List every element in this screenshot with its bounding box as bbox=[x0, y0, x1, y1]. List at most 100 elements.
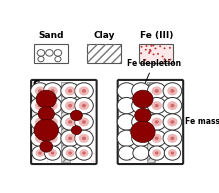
Circle shape bbox=[130, 137, 131, 138]
Circle shape bbox=[163, 61, 166, 62]
Circle shape bbox=[35, 134, 45, 143]
Circle shape bbox=[34, 119, 58, 141]
Circle shape bbox=[66, 149, 75, 157]
Circle shape bbox=[82, 120, 86, 124]
Circle shape bbox=[68, 89, 72, 93]
Circle shape bbox=[148, 122, 150, 123]
Circle shape bbox=[32, 146, 48, 160]
Circle shape bbox=[83, 88, 85, 89]
Circle shape bbox=[131, 104, 132, 105]
Circle shape bbox=[53, 155, 54, 157]
Circle shape bbox=[132, 83, 150, 99]
Circle shape bbox=[141, 46, 143, 48]
Circle shape bbox=[159, 45, 161, 47]
Circle shape bbox=[131, 110, 132, 111]
Circle shape bbox=[48, 134, 58, 143]
Circle shape bbox=[133, 90, 153, 108]
Circle shape bbox=[76, 146, 92, 160]
Circle shape bbox=[130, 145, 132, 146]
Circle shape bbox=[43, 130, 62, 146]
Circle shape bbox=[68, 104, 72, 108]
Circle shape bbox=[56, 122, 57, 123]
Circle shape bbox=[51, 158, 52, 159]
Circle shape bbox=[51, 104, 55, 108]
Circle shape bbox=[38, 96, 40, 97]
Circle shape bbox=[75, 83, 93, 99]
Circle shape bbox=[79, 86, 89, 95]
Bar bbox=[147, 82, 155, 162]
Circle shape bbox=[83, 159, 85, 160]
Circle shape bbox=[75, 133, 76, 134]
Circle shape bbox=[152, 101, 162, 110]
Circle shape bbox=[47, 153, 48, 154]
Circle shape bbox=[131, 134, 132, 135]
Circle shape bbox=[75, 97, 93, 114]
Circle shape bbox=[51, 149, 52, 150]
Circle shape bbox=[41, 145, 42, 147]
Circle shape bbox=[141, 99, 142, 100]
Circle shape bbox=[61, 114, 79, 130]
Circle shape bbox=[132, 117, 133, 118]
Circle shape bbox=[147, 130, 166, 146]
Circle shape bbox=[152, 53, 155, 55]
Circle shape bbox=[48, 101, 58, 110]
Circle shape bbox=[163, 83, 182, 99]
Circle shape bbox=[170, 120, 175, 124]
Circle shape bbox=[164, 146, 180, 160]
Circle shape bbox=[82, 136, 86, 140]
Circle shape bbox=[51, 152, 54, 155]
Circle shape bbox=[167, 101, 178, 110]
Circle shape bbox=[58, 154, 59, 155]
Circle shape bbox=[131, 121, 155, 142]
Circle shape bbox=[54, 50, 62, 56]
Circle shape bbox=[157, 53, 159, 55]
Circle shape bbox=[121, 99, 122, 100]
Circle shape bbox=[120, 97, 121, 98]
Circle shape bbox=[147, 97, 166, 114]
Circle shape bbox=[51, 96, 52, 97]
Circle shape bbox=[167, 86, 178, 95]
Circle shape bbox=[46, 50, 53, 56]
Circle shape bbox=[164, 58, 166, 60]
Circle shape bbox=[130, 92, 131, 93]
Circle shape bbox=[62, 146, 78, 160]
Circle shape bbox=[80, 98, 81, 99]
Circle shape bbox=[144, 118, 145, 119]
Circle shape bbox=[152, 86, 162, 95]
Circle shape bbox=[38, 56, 44, 62]
Circle shape bbox=[125, 100, 127, 101]
Circle shape bbox=[37, 50, 45, 56]
Circle shape bbox=[61, 130, 79, 146]
Circle shape bbox=[79, 118, 89, 126]
Bar bbox=[140, 44, 173, 63]
Circle shape bbox=[142, 127, 144, 128]
Circle shape bbox=[75, 130, 93, 146]
Circle shape bbox=[48, 84, 49, 85]
Text: c: c bbox=[32, 77, 40, 90]
Circle shape bbox=[61, 97, 79, 114]
Circle shape bbox=[168, 149, 177, 157]
Circle shape bbox=[52, 158, 53, 159]
Circle shape bbox=[125, 135, 126, 137]
Circle shape bbox=[155, 120, 159, 124]
Circle shape bbox=[134, 142, 135, 143]
Circle shape bbox=[148, 52, 150, 54]
Circle shape bbox=[163, 130, 182, 146]
Circle shape bbox=[72, 154, 73, 155]
Circle shape bbox=[66, 158, 67, 159]
Circle shape bbox=[121, 136, 123, 137]
Circle shape bbox=[42, 124, 43, 125]
Circle shape bbox=[154, 47, 157, 49]
Circle shape bbox=[58, 149, 59, 150]
Circle shape bbox=[39, 138, 40, 139]
Circle shape bbox=[70, 142, 71, 143]
Circle shape bbox=[46, 117, 47, 118]
Circle shape bbox=[59, 104, 60, 105]
Circle shape bbox=[145, 49, 147, 51]
Circle shape bbox=[143, 89, 145, 91]
Circle shape bbox=[65, 134, 75, 143]
Circle shape bbox=[133, 146, 149, 160]
Circle shape bbox=[66, 133, 67, 134]
Circle shape bbox=[72, 145, 73, 146]
Circle shape bbox=[31, 114, 49, 130]
